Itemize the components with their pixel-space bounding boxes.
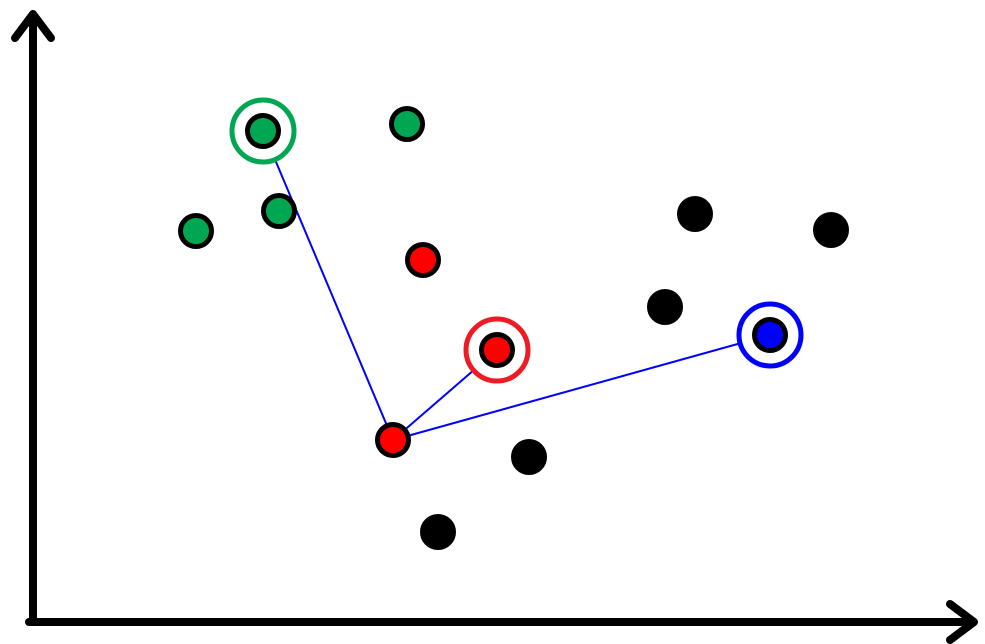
y-axis-arrowhead bbox=[11, 10, 55, 42]
data-point-blue-p8 bbox=[752, 317, 788, 353]
data-points bbox=[178, 106, 849, 550]
highlight-rings bbox=[229, 97, 804, 384]
data-point-red-p6 bbox=[479, 332, 515, 368]
data-point-black-p9 bbox=[677, 196, 713, 232]
connection-lines bbox=[262, 130, 771, 441]
data-point-green-p2 bbox=[389, 106, 425, 142]
data-point-green-p3 bbox=[261, 193, 297, 229]
data-point-red-p7 bbox=[375, 422, 411, 458]
x-axis-arrowhead bbox=[946, 600, 978, 644]
data-point-green-p1 bbox=[245, 113, 281, 149]
data-point-black-p13 bbox=[420, 514, 456, 550]
data-point-red-p5 bbox=[405, 242, 441, 278]
data-point-green-p4 bbox=[178, 213, 214, 249]
connection-line-p7-p1 bbox=[262, 130, 394, 441]
data-point-black-p10 bbox=[813, 212, 849, 248]
data-point-black-p11 bbox=[647, 289, 683, 325]
axes bbox=[11, 10, 978, 644]
connection-line-p7-p8 bbox=[392, 334, 771, 441]
data-point-black-p12 bbox=[511, 439, 547, 475]
